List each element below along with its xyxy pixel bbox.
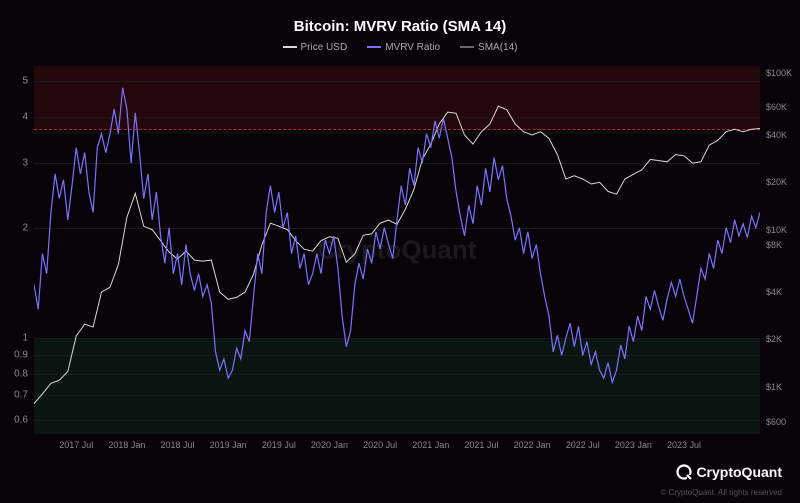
chart-title: Bitcoin: MVRV Ratio (SMA 14) — [0, 18, 800, 35]
y-left-tick: 0.9 — [14, 350, 28, 361]
line-layer — [34, 66, 760, 434]
mvrv-line — [34, 88, 760, 383]
y-right-tick: $60K — [766, 102, 787, 112]
x-tick: 2023 Jan — [615, 440, 652, 450]
y-right-tick: $2K — [766, 334, 782, 344]
footer-rights: © CryptoQuant. All rights reserved — [661, 488, 783, 497]
x-tick: 2021 Jan — [412, 440, 449, 450]
x-tick: 2018 Jan — [108, 440, 145, 450]
x-tick: 2017 Jul — [59, 440, 93, 450]
y-left-tick: 4 — [22, 111, 28, 122]
y-left-tick: 0.7 — [14, 390, 28, 401]
legend: Price USD MVRV Ratio SMA(14) — [0, 42, 800, 53]
footer-logo: CryptoQuant — [676, 464, 782, 483]
x-tick: 2022 Jan — [514, 440, 551, 450]
y-right-tick: $10K — [766, 225, 787, 235]
legend-item: Price USD — [283, 42, 348, 53]
chart-container: Bitcoin: MVRV Ratio (SMA 14) Price USD MV… — [0, 0, 800, 503]
y-left-tick: 3 — [22, 157, 28, 168]
y-right-tick: $8K — [766, 240, 782, 250]
y-right-tick: $1K — [766, 382, 782, 392]
x-tick: 2018 Jul — [160, 440, 194, 450]
y-right-tick: $20K — [766, 177, 787, 187]
footer-logo-text: CryptoQuant — [696, 464, 782, 480]
price-line — [34, 106, 760, 404]
cryptoquant-logo-icon — [676, 464, 692, 483]
x-tick: 2020 Jan — [311, 440, 348, 450]
y-left-tick: 1 — [22, 333, 28, 344]
plot-area: CryptoQuant — [34, 66, 760, 434]
y-right-tick: $40K — [766, 130, 787, 140]
x-tick: 2019 Jul — [262, 440, 296, 450]
legend-item: SMA(14) — [460, 42, 517, 53]
y-left-tick: 5 — [22, 76, 28, 87]
y-right-tick: $600 — [766, 417, 786, 427]
x-tick: 2021 Jul — [464, 440, 498, 450]
x-tick: 2022 Jul — [566, 440, 600, 450]
y-right-tick: $4K — [766, 287, 782, 297]
y-left-tick: 2 — [22, 222, 28, 233]
y-left-tick: 0.8 — [14, 369, 28, 380]
x-tick: 2023 Jul — [667, 440, 701, 450]
legend-item: MVRV Ratio — [367, 42, 440, 53]
x-tick: 2019 Jan — [210, 440, 247, 450]
y-left-tick: 0.6 — [14, 415, 28, 426]
x-tick: 2020 Jul — [363, 440, 397, 450]
y-right-tick: $100K — [766, 68, 792, 78]
